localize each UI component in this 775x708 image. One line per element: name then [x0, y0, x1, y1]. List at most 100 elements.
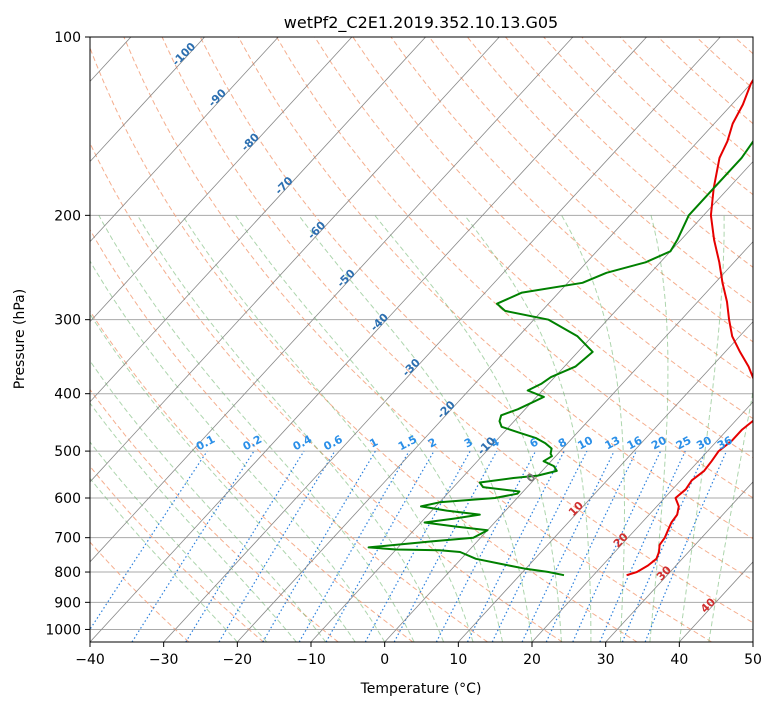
- y-tick-label: 300: [54, 313, 81, 329]
- dry-adiabat: [237, 37, 753, 540]
- dry-adiabat: [619, 37, 753, 160]
- mixing-ratio-line: [621, 450, 707, 642]
- isotherm: [752, 641, 753, 642]
- mixing-ratio-label: 10: [575, 434, 595, 453]
- dry-adiabat: [428, 37, 753, 343]
- isotherm: [0, 37, 57, 642]
- dry-adiabat: [276, 37, 753, 499]
- mixing-ratio-label: 0.1: [194, 433, 217, 454]
- isotherm: [605, 481, 753, 642]
- background-lines: [0, 37, 753, 642]
- isotherm: [90, 37, 205, 163]
- isotherm-label: -20: [435, 398, 458, 421]
- temperature-profile-line: [626, 78, 753, 577]
- moist-adiabat: [98, 215, 415, 642]
- y-axis: 100 200 300 400 500 600 700 800 900 1000: [45, 30, 90, 638]
- dry-adiabat: [695, 37, 753, 90]
- mixing-ratio-line: [491, 450, 588, 642]
- mixing-ratio-label: 20: [649, 434, 669, 453]
- moist-adiabat: [90, 441, 268, 642]
- mixing-ratio-label: 30: [694, 434, 714, 453]
- y-tick-label: 500: [54, 444, 81, 460]
- mixing-ratio-label: 1.5: [396, 433, 419, 454]
- dry-adiabat: [90, 541, 190, 642]
- y-tick-label: 100: [54, 30, 81, 46]
- dry-adiabat: [734, 37, 753, 55]
- isotherm: [310, 160, 753, 642]
- y-tick-label: 800: [54, 565, 81, 581]
- moist-adiabat: [90, 260, 386, 642]
- mixing-ratio-label: 6: [528, 435, 541, 450]
- dry-adiabat: [90, 142, 563, 642]
- mixing-ratio-line: [599, 450, 686, 642]
- mixing-ratio-line: [466, 450, 565, 642]
- x-tick-label: −20: [223, 652, 253, 668]
- dry-adiabat: [90, 465, 264, 642]
- mixing-ratio-label: 0.6: [321, 433, 345, 454]
- moist-adiabat: [298, 215, 533, 642]
- isopleth-labels: 0.1 0.2 0.4 0.6 1 1.5 2 3 4 6 8 10 13 16 20 25 30 36-100-…: [170, 40, 735, 616]
- isotherm-label: 40: [698, 595, 718, 615]
- plot-frame: [89, 36, 754, 643]
- dry-adiabat: [390, 37, 753, 381]
- isotherm-label: -90: [206, 86, 229, 109]
- dry-adiabat: [352, 37, 753, 420]
- isotherm: [90, 37, 279, 243]
- moist-adiabat: [374, 214, 562, 642]
- isotherm-label: -40: [368, 310, 391, 333]
- y-tick-label: 200: [54, 208, 81, 224]
- isotherm-label: -100: [170, 40, 199, 69]
- isotherm: [90, 37, 500, 483]
- mixing-ratio-line: [90, 450, 208, 631]
- mixing-ratio-label: 25: [674, 434, 694, 453]
- x-tick-label: −10: [296, 652, 326, 668]
- mixing-ratio-line: [131, 450, 255, 642]
- isotherm-label: -30: [400, 356, 423, 379]
- dry-adiabat: [466, 37, 753, 305]
- moist-adiabat: [649, 215, 669, 642]
- x-tick-label: 50: [744, 652, 762, 668]
- isotherm: [90, 37, 426, 403]
- mixing-ratio-label: 36: [715, 434, 735, 453]
- dry-adiabat: [657, 37, 753, 125]
- isotherm: [90, 37, 353, 323]
- dry-adiabat: [581, 37, 753, 196]
- x-tick-label: 30: [597, 652, 615, 668]
- isotherm-label: 10: [566, 499, 586, 519]
- moist-adiabat: [561, 215, 625, 642]
- y-tick-label: 700: [54, 531, 81, 547]
- dry-adiabat: [90, 310, 414, 642]
- y-tick-label: 400: [54, 387, 81, 403]
- y-tick-label: 900: [54, 595, 81, 611]
- x-tick-label: 0: [380, 652, 389, 668]
- mixing-ratio-line: [364, 450, 471, 642]
- mixing-ratio-label: 3: [462, 435, 475, 450]
- mixing-ratio-label: 1: [367, 435, 380, 450]
- isotherm-label: -80: [239, 130, 262, 153]
- mixing-ratio-line: [644, 450, 728, 642]
- isotherm-label: -60: [305, 218, 328, 241]
- moist-adiabat: [90, 360, 327, 642]
- moist-adiabat: [234, 215, 503, 642]
- x-tick-label: 40: [670, 652, 688, 668]
- dry-adiabat: [161, 37, 753, 624]
- isotherm-label: -50: [335, 267, 358, 290]
- isotherm: [458, 321, 753, 642]
- mixing-ratio-label: 0.4: [291, 433, 315, 454]
- mixing-ratio-label: 13: [603, 434, 623, 453]
- dry-adiabat: [90, 46, 638, 642]
- mixing-ratio-line: [325, 450, 435, 642]
- isotherm: [531, 401, 753, 642]
- isotherm: [90, 37, 574, 563]
- isotherm: [163, 37, 721, 642]
- y-axis-label: Pressure (hPa): [12, 289, 28, 389]
- isotherm-label: -70: [272, 174, 295, 197]
- dewpoint-profile-line: [367, 139, 753, 577]
- x-tick-label: 10: [449, 652, 467, 668]
- y-tick-label: 1000: [45, 622, 81, 638]
- x-tick-label: −30: [149, 652, 179, 668]
- dry-adiabat: [90, 388, 339, 642]
- isotherm: [237, 80, 753, 642]
- x-tick-label: −40: [75, 652, 105, 668]
